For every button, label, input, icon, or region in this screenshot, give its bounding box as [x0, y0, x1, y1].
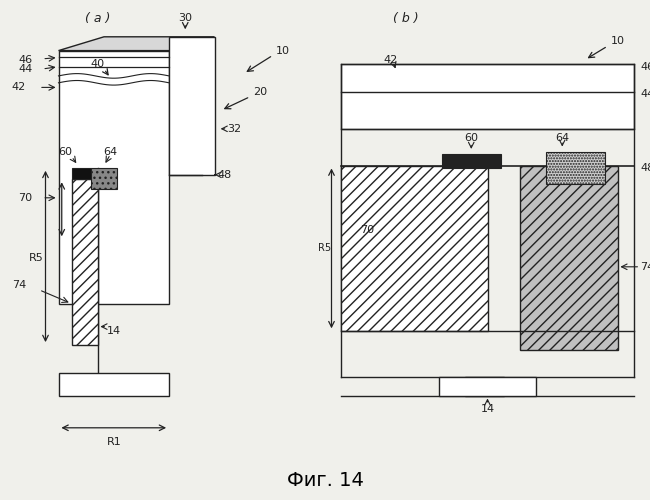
Text: 42: 42 [12, 82, 26, 92]
Bar [169, 37, 214, 175]
Text: 70: 70 [18, 193, 32, 203]
Text: R5: R5 [318, 244, 332, 254]
Text: 10: 10 [611, 36, 625, 46]
Text: 64: 64 [555, 133, 569, 143]
Text: 60: 60 [58, 147, 72, 157]
Bar [442, 154, 501, 168]
Bar [439, 377, 536, 396]
Polygon shape [91, 168, 117, 188]
Text: 46: 46 [640, 62, 650, 72]
Bar [546, 152, 604, 184]
Text: 44: 44 [18, 64, 32, 74]
Text: 14: 14 [480, 404, 495, 414]
Text: R1: R1 [107, 436, 121, 446]
Text: 20: 20 [254, 87, 268, 97]
Text: 10: 10 [276, 46, 291, 56]
Bar [58, 372, 169, 396]
Text: 64: 64 [103, 147, 118, 157]
Bar [72, 168, 91, 179]
Bar [341, 166, 488, 331]
Bar [58, 50, 169, 304]
Bar [72, 180, 98, 345]
Text: 74: 74 [640, 262, 650, 272]
Text: 30: 30 [178, 14, 192, 24]
Text: Фиг. 14: Фиг. 14 [287, 471, 363, 490]
Text: 44: 44 [640, 90, 650, 100]
Text: 48: 48 [640, 163, 650, 173]
Polygon shape [58, 37, 214, 51]
Text: ( a ): ( a ) [84, 12, 110, 25]
Bar [520, 166, 618, 350]
Text: 40: 40 [90, 60, 105, 70]
Text: 14: 14 [107, 326, 122, 336]
Text: R5: R5 [29, 252, 43, 262]
Text: 48: 48 [218, 170, 232, 180]
Text: 46: 46 [18, 55, 32, 65]
Bar [465, 377, 504, 396]
Text: 32: 32 [227, 124, 242, 134]
Text: 70: 70 [360, 225, 374, 235]
Text: ( b ): ( b ) [393, 12, 419, 25]
Text: 42: 42 [384, 55, 398, 65]
Bar [341, 64, 634, 129]
Text: 60: 60 [464, 133, 478, 143]
Text: 74: 74 [12, 280, 26, 290]
